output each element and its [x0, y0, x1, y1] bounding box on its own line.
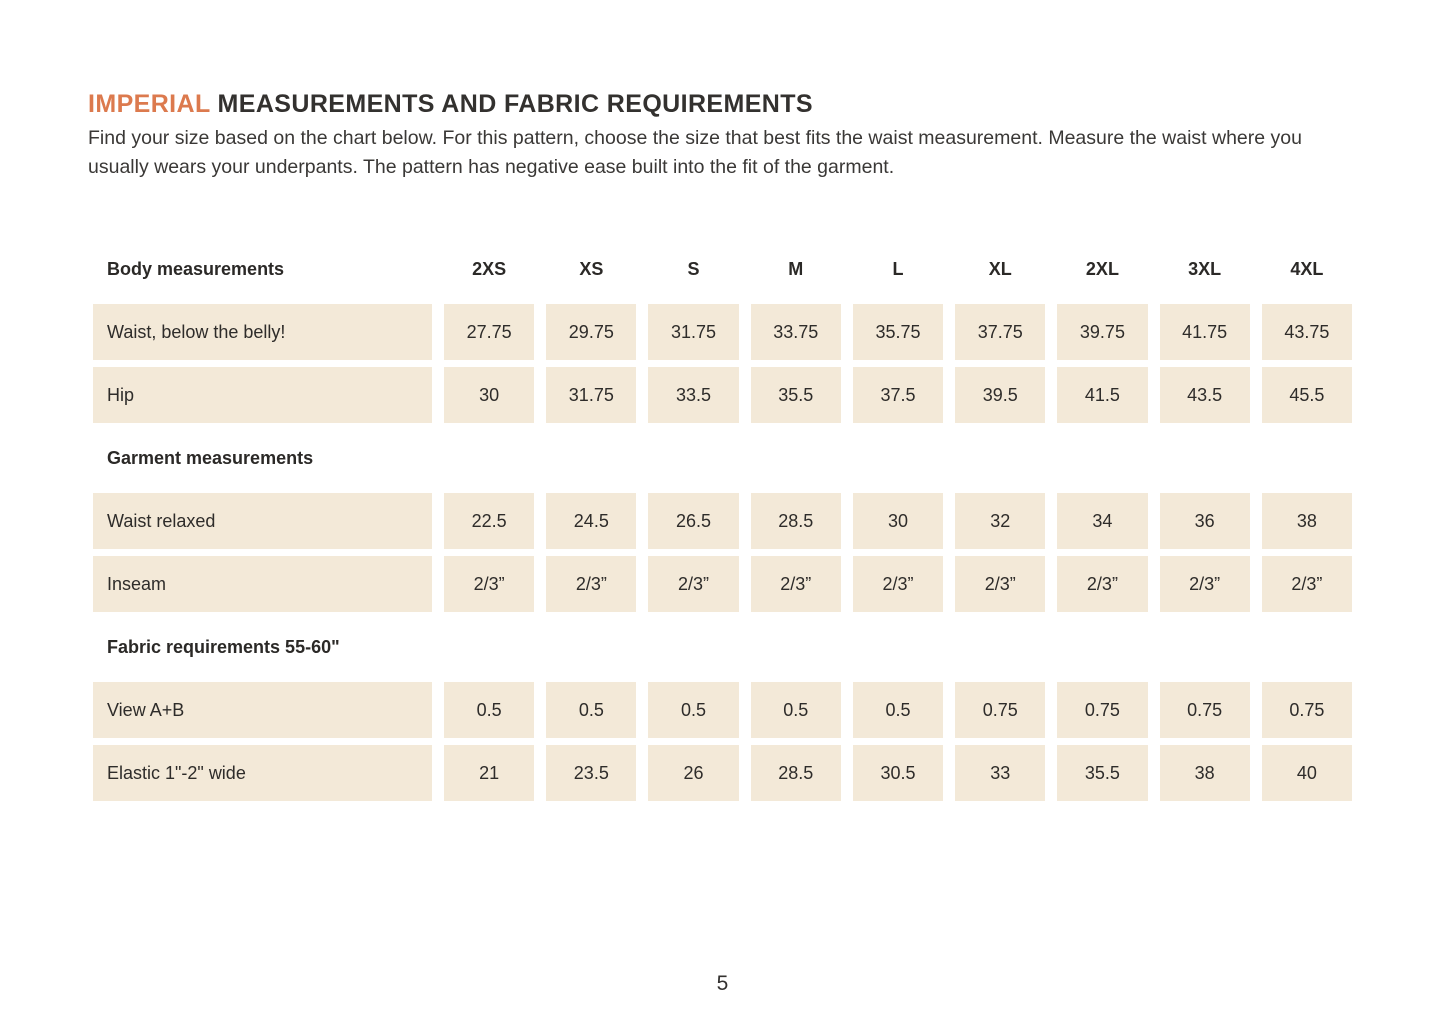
value-cell: 24.5	[546, 493, 637, 549]
value-cell: 2/3”	[852, 556, 944, 612]
value-cell: 32	[955, 493, 1046, 549]
size-column-header: 4XL	[1290, 258, 1324, 279]
value-cell: 35.75	[852, 304, 944, 360]
value-cell: 31.75	[546, 367, 637, 423]
value-cell: 0.75	[1159, 682, 1250, 738]
size-chart-table: Body measurements 2XS XS S M L XL 2XL 3XL 4XL Wais…	[93, 241, 1352, 808]
value-cell: 36	[1159, 493, 1250, 549]
value-cell: 29.75	[546, 304, 637, 360]
value-cell: 30	[852, 493, 944, 549]
value-cell: 30	[444, 367, 535, 423]
value-cell: 2/3”	[1261, 556, 1352, 612]
section-heading: Fabric requirements 55-60"	[107, 636, 340, 657]
value-cell: 2/3”	[1159, 556, 1250, 612]
value-cell: 0.5	[444, 682, 535, 738]
value-cell: 2/3”	[1057, 556, 1148, 612]
value-cell: 30.5	[852, 745, 944, 801]
size-column-header: S	[687, 258, 700, 279]
table-row: Waist relaxed 22.5 24.5 26.5 28.5 30 32 34 36 38	[93, 493, 1352, 549]
value-cell: 0.75	[1261, 682, 1352, 738]
value-cell: 0.75	[955, 682, 1046, 738]
page-title: IMPERIAL MEASUREMENTS AND FABRIC REQUIRE…	[88, 90, 813, 119]
value-cell: 34	[1057, 493, 1148, 549]
page-number: 5	[716, 972, 729, 995]
value-cell: 41.5	[1057, 367, 1148, 423]
value-cell: 2/3”	[444, 556, 535, 612]
value-cell: 23.5	[546, 745, 637, 801]
value-cell: 40	[1261, 745, 1352, 801]
value-cell: 38	[1159, 745, 1250, 801]
row-label: Elastic 1"-2" wide	[93, 745, 432, 801]
title-rest: MEASUREMENTS AND FABRIC REQUIREMENTS	[210, 90, 813, 118]
value-cell: 41.75	[1159, 304, 1250, 360]
row-label: Hip	[93, 367, 432, 423]
value-cell: 21	[444, 745, 535, 801]
value-cell: 0.5	[750, 682, 841, 738]
title-highlight: IMPERIAL	[88, 90, 211, 118]
value-cell: 2/3”	[546, 556, 637, 612]
section-heading: Garment measurements	[107, 447, 314, 468]
value-cell: 0.75	[1057, 682, 1148, 738]
row-label: Waist, below the belly!	[93, 304, 432, 360]
value-cell: 22.5	[444, 493, 535, 549]
value-cell: 33.5	[648, 367, 739, 423]
column-header-label: Body measurements	[107, 258, 285, 279]
value-cell: 37.5	[852, 367, 944, 423]
value-cell: 33	[955, 745, 1046, 801]
value-cell: 0.5	[852, 682, 944, 738]
value-cell: 26	[648, 745, 739, 801]
size-column-header: XL	[988, 258, 1012, 279]
row-label: Inseam	[93, 556, 432, 612]
size-column-header: 3XL	[1188, 258, 1222, 279]
table-row: Waist, below the belly! 27.75 29.75 31.75 33…	[93, 304, 1352, 360]
intro-text: Find your size based on the chart below.…	[88, 127, 1302, 178]
table-header-row: Body measurements 2XS XS S M L XL 2XL 3XL 4XL	[93, 241, 1352, 297]
value-cell: 35.5	[1057, 745, 1148, 801]
value-cell: 28.5	[750, 493, 841, 549]
table-row: Hip 30 31.75 33.5 35.5 37.5 39.5 41.5 43.5 45.5	[93, 367, 1352, 423]
value-cell: 2/3”	[750, 556, 841, 612]
section-heading-row: Fabric requirements 55-60"	[93, 619, 1352, 675]
value-cell: 35.5	[750, 367, 841, 423]
value-cell: 0.5	[546, 682, 637, 738]
section-heading-row: Garment measurements	[93, 430, 1352, 486]
value-cell: 2/3”	[955, 556, 1046, 612]
value-cell: 39.75	[1057, 304, 1148, 360]
value-cell: 27.75	[444, 304, 535, 360]
size-column-header: M	[788, 258, 804, 279]
size-column-header: L	[892, 258, 904, 279]
value-cell: 26.5	[648, 493, 739, 549]
value-cell: 0.5	[648, 682, 739, 738]
row-label: Waist relaxed	[93, 493, 432, 549]
table-row: Elastic 1"-2" wide 21 23.5 26 28.5 30.5 33 35.5…	[93, 745, 1352, 801]
value-cell: 43.5	[1159, 367, 1250, 423]
row-label: View A+B	[93, 682, 432, 738]
value-cell: 38	[1261, 493, 1352, 549]
size-column-header: 2XL	[1085, 258, 1119, 279]
table-row: View A+B 0.5 0.5 0.5 0.5 0.5 0.75 0.75 0.75 0.75	[93, 682, 1352, 738]
size-column-header: XS	[579, 258, 604, 279]
size-column-header: 2XS	[472, 258, 507, 279]
value-cell: 37.75	[955, 304, 1046, 360]
value-cell: 31.75	[648, 304, 739, 360]
value-cell: 2/3”	[648, 556, 739, 612]
value-cell: 39.5	[955, 367, 1046, 423]
value-cell: 45.5	[1261, 367, 1352, 423]
table-row: Inseam 2/3” 2/3” 2/3” 2/3” 2/3” 2/3” 2/3” 2/3” 2/…	[93, 556, 1352, 612]
value-cell: 28.5	[750, 745, 841, 801]
value-cell: 33.75	[750, 304, 841, 360]
value-cell: 43.75	[1261, 304, 1352, 360]
